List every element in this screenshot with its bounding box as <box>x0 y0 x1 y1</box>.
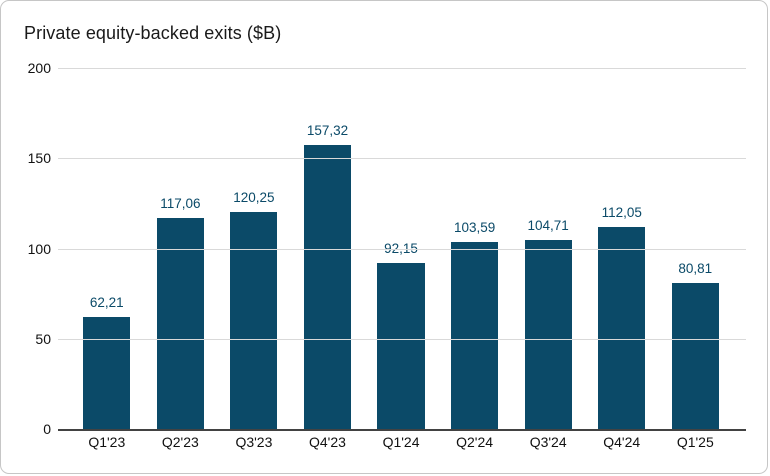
bar-value-label: 80,81 <box>678 261 713 277</box>
bar-slot: 104,71 <box>511 68 585 429</box>
bar-value-label: 104,71 <box>527 218 569 233</box>
y-axis-tick-labels: 0 50 100 150 200 <box>1 60 51 437</box>
bar <box>303 145 351 429</box>
bar <box>598 226 646 429</box>
x-tick-label: Q2'23 <box>161 434 199 450</box>
y-tick-label: 0 <box>43 421 51 437</box>
y-tick-label: 200 <box>27 60 51 76</box>
bar-value-label: 62,21 <box>89 294 124 310</box>
bar-slot: 92,15 <box>364 68 438 429</box>
gridline <box>58 338 746 340</box>
bar-slot: 80,81 <box>659 68 733 429</box>
bar <box>671 283 719 429</box>
bar <box>156 217 204 429</box>
x-tick-label: Q1'25 <box>676 434 714 450</box>
y-tick-label: 50 <box>35 330 51 347</box>
gridline <box>58 158 746 160</box>
plot-area: 62,21 117,06 120,25 157,32 92,15 103,59 … <box>58 68 746 431</box>
bar <box>83 316 131 429</box>
bar-slot: 103,59 <box>438 68 512 429</box>
x-axis-tick-labels: Q1'23 Q2'23 Q3'23 Q4'23 Q1'24 Q2'24 Q3'24 Q4'24… <box>58 434 746 450</box>
x-tick-label: Q2'24 <box>456 434 494 450</box>
x-tick-label: Q1'24 <box>382 434 420 450</box>
x-tick-label: Q3'24 <box>529 434 567 450</box>
bar <box>524 240 572 429</box>
chart-title: Private equity-backed exits ($B) <box>24 23 282 43</box>
y-tick-label: 150 <box>27 150 51 167</box>
bar-value-label: 157,32 <box>306 123 349 139</box>
gridline <box>58 248 746 250</box>
bar <box>377 262 425 429</box>
bar-slot: 112,05 <box>585 68 659 429</box>
bar-slot: 120,25 <box>217 68 291 429</box>
bar-value-label: 112,05 <box>601 204 642 220</box>
x-tick-label: Q1'23 <box>88 434 126 450</box>
bars-row: 62,21 117,06 120,25 157,32 92,15 103,59 … <box>58 68 746 429</box>
bar-slot: 117,06 <box>144 68 218 429</box>
x-tick-label: Q4'23 <box>309 434 346 450</box>
bar-value-label: 103,59 <box>453 220 496 236</box>
bar-value-label: 92,15 <box>384 240 418 256</box>
bar-value-label: 120,25 <box>233 189 275 205</box>
bar-slot: 157,32 <box>291 68 365 429</box>
bar <box>451 242 499 429</box>
x-tick-label: Q4'24 <box>603 434 641 450</box>
y-tick-label: 100 <box>27 240 51 257</box>
bar-value-label: 117,06 <box>160 195 201 211</box>
bar-slot: 62,21 <box>70 68 144 429</box>
x-tick-label: Q3'23 <box>235 434 273 450</box>
bar <box>230 211 278 429</box>
gridline <box>58 68 746 69</box>
